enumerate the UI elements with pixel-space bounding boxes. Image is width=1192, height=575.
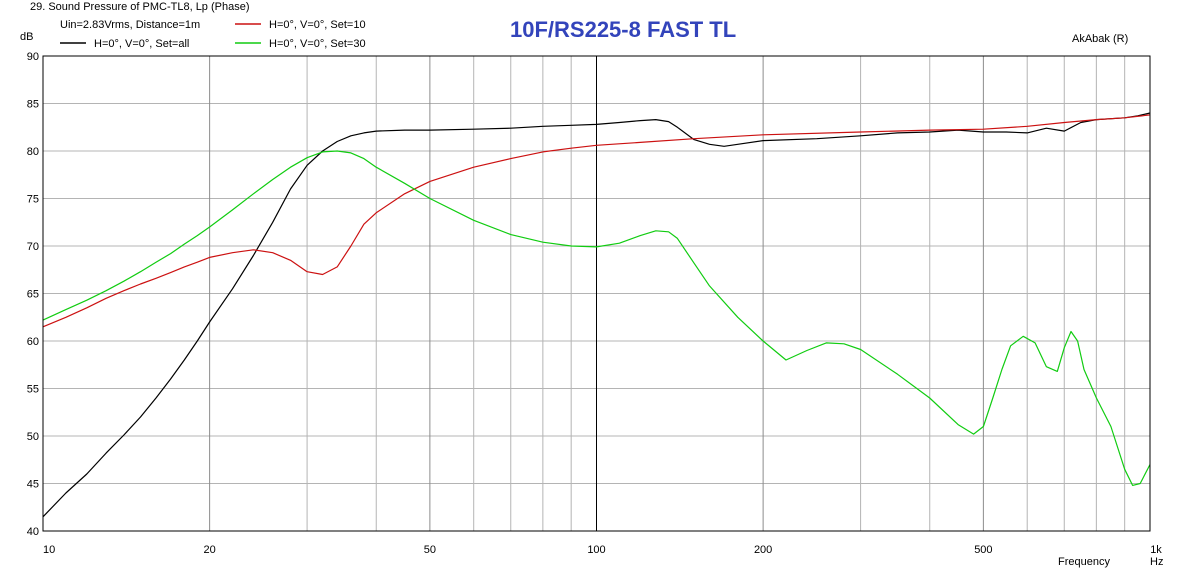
- legend-entry: H=0°, V=0°, Set=30: [269, 38, 366, 50]
- x-axis-label: Frequency: [1058, 556, 1110, 568]
- window-title: 29. Sound Pressure of PMC-TL8, Lp (Phase…: [30, 1, 250, 13]
- legend: H=0°, V=0°, Set=10 H=0°, V=0°, Set=all H=0…: [60, 19, 366, 50]
- y-tick-label: 65: [27, 289, 39, 301]
- y-tick-label: 50: [27, 431, 39, 443]
- y-tick-label: 75: [27, 194, 39, 206]
- y-tick-label: 80: [27, 146, 39, 158]
- y-tick-label: 45: [27, 479, 39, 491]
- x-tick-label: 50: [424, 544, 436, 556]
- y-tick-label: 40: [27, 526, 39, 538]
- x-unit-label: Hz: [1150, 556, 1163, 568]
- y-tick-label: 70: [27, 241, 39, 253]
- series-line: [42, 112, 1151, 518]
- y-tick-label: 90: [27, 51, 39, 63]
- x-tick-label: 1k: [1150, 544, 1162, 556]
- overlay-title: 10F/RS225-8 FAST TL: [510, 17, 736, 42]
- series-line: [42, 150, 1151, 486]
- x-tick-label: 10: [43, 544, 55, 556]
- series-line: [42, 114, 1151, 328]
- y-tick-label: 60: [27, 336, 39, 348]
- plot-frame: [42, 55, 1151, 532]
- x-tick-label: 100: [587, 544, 605, 556]
- legend-entry: H=0°, V=0°, Set=all: [94, 38, 189, 50]
- y-unit-label: dB: [20, 31, 33, 43]
- x-tick-label: 500: [974, 544, 992, 556]
- x-tick-label: 20: [203, 544, 215, 556]
- y-tick-label: 85: [27, 99, 39, 111]
- legend-conditions: Uin=2.83Vrms, Distance=1m: [60, 19, 200, 31]
- legend-entry: H=0°, V=0°, Set=10: [269, 19, 366, 31]
- tick-labels: 40 45 50 55 60 65 70 75 80 85 90 10 20 50 100 200 500 1k: [27, 51, 1163, 556]
- x-tick-label: 200: [754, 544, 772, 556]
- watermark: AkAbak (R): [1072, 33, 1128, 45]
- grid: [42, 55, 1151, 532]
- series-lines: [42, 112, 1151, 518]
- y-tick-label: 55: [27, 384, 39, 396]
